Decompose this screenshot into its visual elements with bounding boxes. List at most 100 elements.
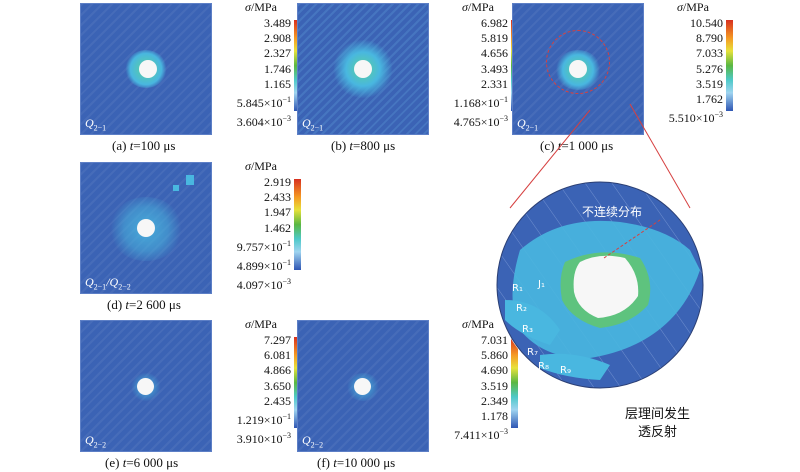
legend-e-title: σ/MPa <box>245 317 277 331</box>
legend-b-values: 6.982 5.819 4.656 3.493 2.331 1.168×10−1 4.765… <box>428 16 508 130</box>
callout-line-left <box>509 109 591 209</box>
legend-value: 8.790 <box>696 31 723 46</box>
annotation-reflection-line2: 透反射 <box>638 425 678 440</box>
legend-value: 2.327 <box>264 46 291 61</box>
legend-value: 2.919 <box>264 175 291 189</box>
r-label-r7: R₇ <box>527 347 538 358</box>
panel-a-load-label: Q2−1 <box>85 115 107 132</box>
legend-value: 4.097×10−3 <box>236 277 291 293</box>
legend-value: 1.168×10−1 <box>453 95 508 111</box>
legend-value: 2.331 <box>481 76 508 91</box>
caption-d: (d) t=2 600 μs <box>107 297 181 312</box>
tunnel-opening <box>354 378 371 395</box>
legend-value: 1.219×10−1 <box>236 412 291 428</box>
legend-b-title: σ/MPa <box>462 0 494 14</box>
legend-f-title: σ/MPa <box>462 317 494 331</box>
legend-c: σ/MPa 10.540 8.790 7.033 5.276 3.519 1.762 5.5… <box>647 0 737 125</box>
legend-value: 2.908 <box>264 31 291 46</box>
legend-value: 3.910×10−3 <box>236 431 291 447</box>
caption-e: (e) t=6 000 μs <box>105 455 179 470</box>
legend-a-values: 3.489 2.908 2.327 1.746 1.165 5.845×10−1 3.604… <box>211 16 291 130</box>
panel-c-load-label: Q2−1 <box>517 115 539 132</box>
legend-value: 2.435 <box>264 393 291 408</box>
discontinuity-line <box>603 219 661 259</box>
stress-panel-a: Q2−1 <box>80 3 212 135</box>
legend-value: 7.033 <box>696 46 723 61</box>
legend-value: 1.947 <box>264 205 291 220</box>
legend-e-values: 7.297 6.081 4.866 3.650 2.435 1.219×10−1 3.910… <box>211 333 291 447</box>
stress-band-1 <box>505 300 560 345</box>
legend-value: 4.656 <box>481 46 508 61</box>
tunnel-opening <box>139 60 157 78</box>
legend-value: 5.510×10−3 <box>668 110 723 126</box>
stress-panel-b: Q2−1 <box>297 3 429 135</box>
stress-patch <box>186 175 194 185</box>
legend-value: 4.765×10−3 <box>453 114 508 130</box>
legend-c-values: 10.540 8.790 7.033 5.276 3.519 1.762 5.510×10−… <box>643 16 723 126</box>
legend-c-colorbar <box>726 20 733 111</box>
stress-panel-d: Q2−1/Q2−2 <box>80 162 212 294</box>
legend-value: 3.489 <box>264 16 291 30</box>
legend-value: 1.462 <box>264 220 291 235</box>
callout-line-right <box>629 103 691 209</box>
caption-f: (f) t=10 000 μs <box>317 455 396 470</box>
r-label-r9: R₉ <box>560 365 571 376</box>
legend-value: 3.519 <box>696 76 723 91</box>
legend-value: 5.819 <box>481 31 508 46</box>
r-label-j1: J₁ <box>538 279 545 290</box>
legend-value: 1.165 <box>264 76 291 91</box>
stress-panel-f: Q2−2 <box>297 320 429 452</box>
legend-value: 1.762 <box>696 92 723 107</box>
legend-d-title: σ/MPa <box>245 159 277 173</box>
legend-value: 4.899×10−1 <box>236 258 291 274</box>
legend-value: 6.982 <box>481 16 508 30</box>
legend-d-colorbar <box>294 179 301 270</box>
legend-d: σ/MPa 2.919 2.433 1.947 1.462 9.757×10−1 4.89… <box>215 159 305 292</box>
legend-e: σ/MPa 7.297 6.081 4.866 3.650 2.435 1.219×10−… <box>215 317 305 446</box>
r-label-r3: R₃ <box>522 324 533 335</box>
legend-value: 4.866 <box>264 363 291 378</box>
tunnel-opening-zoomed <box>573 255 639 318</box>
panel-e-load-label: Q2−2 <box>85 432 107 449</box>
legend-f-colorbar <box>511 337 518 428</box>
legend-value: 9.757×10−1 <box>236 238 291 254</box>
annotation-reflection-line1: 层理间发生 <box>625 407 691 422</box>
legend-value: 2.349 <box>481 393 508 408</box>
legend-a-title: σ/MPa <box>245 0 277 14</box>
legend-value: 7.411×10−3 <box>454 427 508 443</box>
legend-value: 3.493 <box>481 61 508 76</box>
legend-value: 1.746 <box>264 61 291 76</box>
legend-value: 5.845×10−1 <box>236 95 291 111</box>
legend-value: 3.650 <box>264 378 291 393</box>
panel-d-load-label: Q2−1/Q2−2 <box>85 274 131 291</box>
legend-value: 5.276 <box>696 61 723 76</box>
panel-f-load-label: Q2−2 <box>302 432 324 449</box>
stress-panel-e: Q2−2 <box>80 320 212 452</box>
tunnel-opening <box>354 60 372 78</box>
legend-value: 3.519 <box>481 378 508 393</box>
legend-value: 4.690 <box>481 363 508 378</box>
r-label-r2: R₂ <box>516 303 527 314</box>
legend-value: 7.297 <box>264 333 291 347</box>
legend-value: 6.081 <box>264 348 291 363</box>
r-label-r1: R₁ <box>512 283 523 294</box>
caption-c: (c) t=1 000 μs <box>540 138 614 153</box>
annotation-discontinuous: 不连续分布 <box>582 205 643 219</box>
legend-f: σ/MPa 7.031 5.860 4.690 3.519 2.349 1.178 7.41… <box>432 317 522 442</box>
legend-d-values: 2.919 2.433 1.947 1.462 9.757×10−1 4.899×10−1… <box>211 175 291 293</box>
stress-band-2 <box>540 353 610 380</box>
tunnel-opening <box>137 219 155 237</box>
legend-c-title: σ/MPa <box>677 0 709 14</box>
legend-value: 3.604×10−3 <box>236 114 291 130</box>
legend-value: 5.860 <box>481 348 508 363</box>
caption-a: (a) t=100 μs <box>112 138 176 153</box>
legend-value: 10.540 <box>690 16 723 30</box>
legend-value: 7.031 <box>481 333 508 347</box>
legend-value: 1.178 <box>481 409 508 424</box>
legend-f-values: 7.031 5.860 4.690 3.519 2.349 1.178 7.411×10−3 <box>428 333 508 443</box>
stress-panel-c: Q2−1 <box>512 3 644 135</box>
caption-b: (b) t=800 μs <box>331 138 396 153</box>
zoom-region-circle <box>546 30 610 94</box>
r-label-r8: R₈ <box>538 361 549 372</box>
